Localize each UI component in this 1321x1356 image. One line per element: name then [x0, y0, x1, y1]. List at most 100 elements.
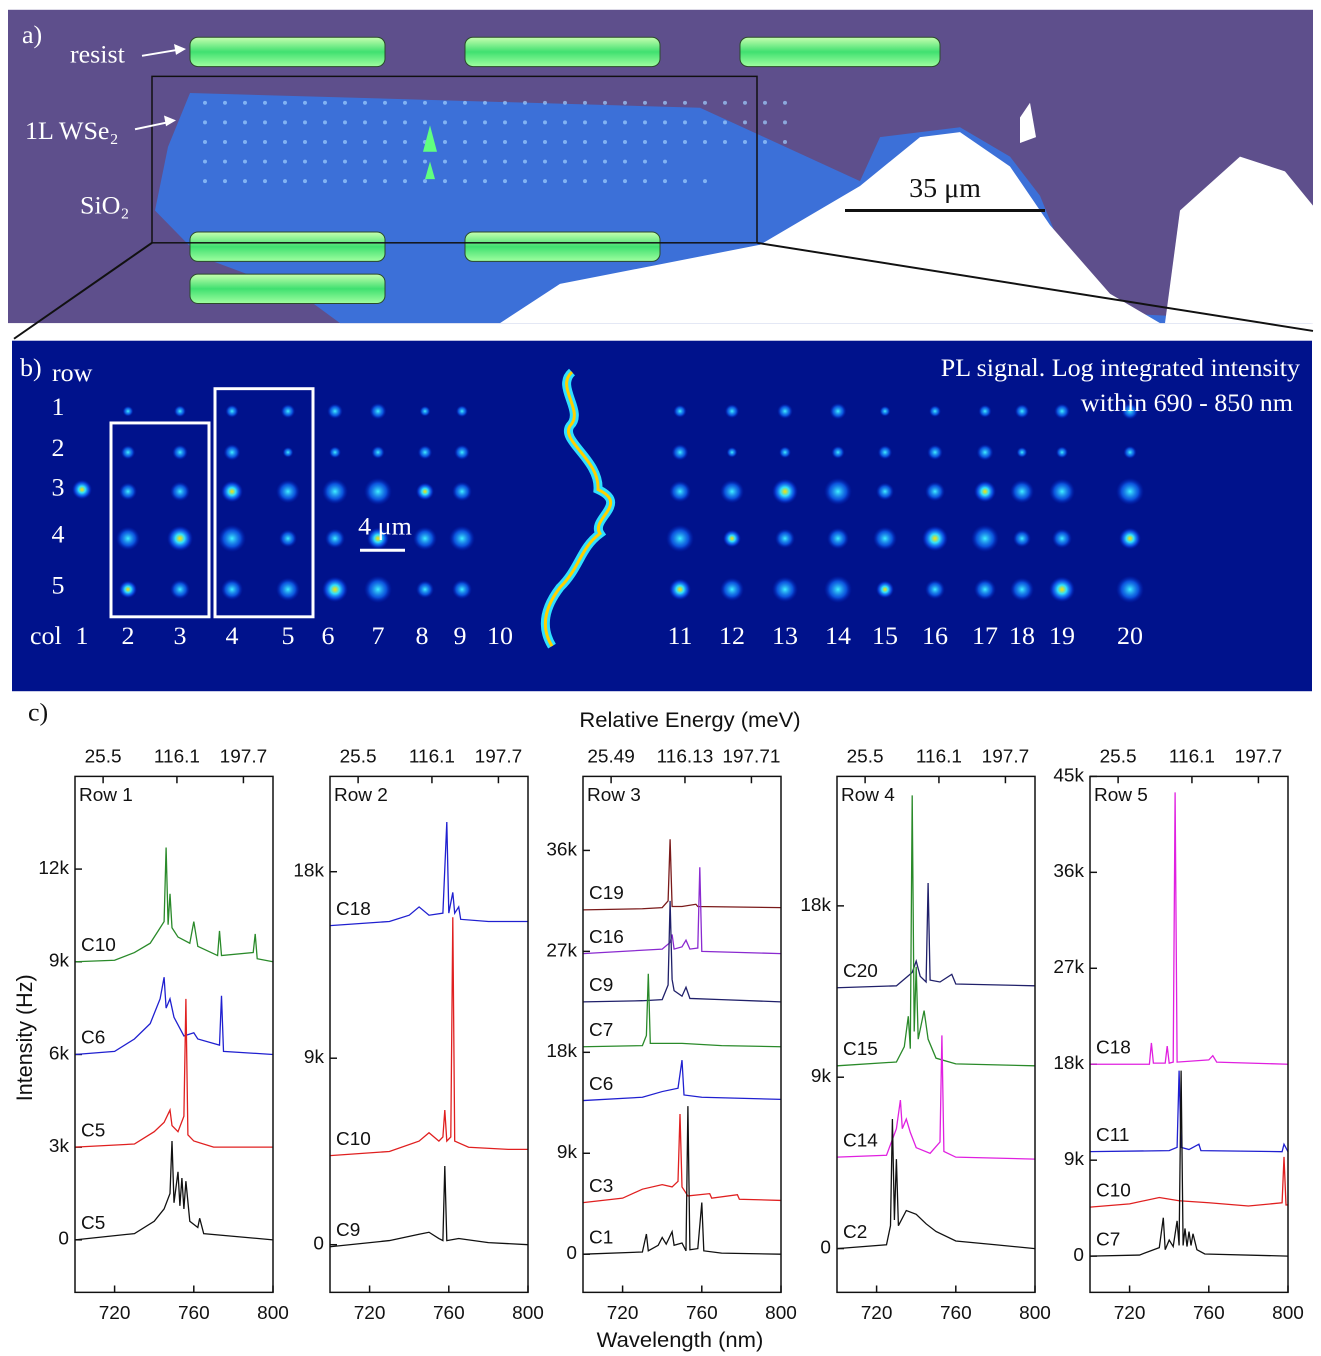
- pl-spot: [221, 579, 243, 601]
- pillar: [723, 101, 727, 105]
- y-tick-label: 9k: [1064, 1148, 1085, 1169]
- pl-spot: [1049, 479, 1075, 504]
- pillar: [503, 120, 507, 124]
- pillar: [503, 140, 507, 144]
- pillar: [583, 179, 587, 183]
- x-tick-label: 800: [765, 1302, 797, 1323]
- row-label: 1: [52, 392, 65, 421]
- pl-spot: [772, 577, 798, 602]
- pl-spot: [929, 405, 941, 417]
- pillar: [563, 179, 567, 183]
- panel-a: a) resist 1L WSe₂ SiO₂ 35 μm: [8, 10, 1313, 339]
- pillar: [543, 179, 547, 183]
- pillar: [563, 160, 567, 164]
- pl-spot: [116, 527, 140, 550]
- resist-pad: [465, 232, 660, 261]
- pillar: [263, 179, 267, 183]
- pillar: [263, 160, 267, 164]
- x-tick-label: 800: [1019, 1302, 1051, 1323]
- pillar: [323, 101, 327, 105]
- pillar: [663, 140, 667, 144]
- series-label: C5: [81, 1120, 105, 1141]
- pillar: [223, 140, 227, 144]
- pillar: [403, 120, 407, 124]
- x-tick-label: 720: [607, 1302, 639, 1323]
- y-tick-label: 9k: [557, 1141, 578, 1162]
- pillar: [523, 120, 527, 124]
- pl-spot: [1054, 404, 1070, 419]
- pillar: [343, 140, 347, 144]
- pillar: [243, 120, 247, 124]
- pillar: [583, 140, 587, 144]
- x-tick-label: 800: [257, 1302, 289, 1323]
- series-label: C9: [589, 974, 613, 995]
- y-tick-label: 0: [566, 1242, 577, 1263]
- x2-tick-label: 197.7: [1235, 746, 1283, 767]
- pillar: [523, 101, 527, 105]
- pl-spot: [452, 482, 472, 502]
- pillar: [383, 140, 387, 144]
- pl-spot: [329, 446, 341, 458]
- series-label: C1: [589, 1227, 613, 1248]
- x2-tick-label: 116.1: [1169, 746, 1215, 767]
- x2-tick-label: 197.71: [722, 746, 780, 767]
- series-label: C6: [589, 1073, 613, 1094]
- panel-c: c) Relative Energy (meV) Intensity (Hz) …: [12, 698, 1304, 1352]
- pl-spot: [416, 581, 434, 599]
- pl-spot: [666, 525, 694, 552]
- pl-spot: [720, 578, 744, 601]
- x-tick-label: 720: [354, 1302, 386, 1323]
- pillar: [603, 160, 607, 164]
- y-tick-label: 6k: [49, 1043, 70, 1064]
- pillar: [563, 140, 567, 144]
- pillar: [703, 101, 707, 105]
- pl-spot: [418, 445, 432, 459]
- col-label: 13: [772, 621, 798, 650]
- series-label: C10: [1096, 1180, 1131, 1201]
- caption: within 690 - 850 nm: [1081, 388, 1293, 417]
- pl-spot: [454, 445, 470, 460]
- pl-spot: [1013, 530, 1031, 548]
- spectrum: [837, 795, 1035, 1065]
- pillar: [723, 120, 727, 124]
- pl-spot: [225, 405, 238, 418]
- pillar: [643, 101, 647, 105]
- x2-tick-label: 25.5: [340, 746, 377, 767]
- pillar: [583, 101, 587, 105]
- series-label: C10: [81, 934, 116, 955]
- col-title: col: [30, 621, 62, 650]
- pillar: [383, 120, 387, 124]
- pl-spot: [167, 526, 193, 551]
- y-tick-label: 18k: [293, 860, 324, 881]
- pl-spot: [672, 444, 689, 460]
- pillar: [323, 160, 327, 164]
- scale-label: 35 μm: [909, 172, 981, 203]
- panel-label: c): [28, 698, 48, 727]
- series-label: C10: [336, 1128, 371, 1149]
- pillar: [623, 140, 627, 144]
- pl-spot: [880, 406, 891, 417]
- pl-spot: [669, 481, 691, 503]
- pl-spot: [121, 445, 135, 459]
- pillar: [483, 120, 487, 124]
- y-tick-label: 9k: [811, 1065, 832, 1086]
- pl-spot: [276, 578, 300, 601]
- y-axis-title: Intensity (Hz): [12, 974, 37, 1101]
- pl-spot: [123, 406, 134, 417]
- pillar: [223, 101, 227, 105]
- pillar: [423, 101, 427, 105]
- pl-spot: [720, 480, 744, 503]
- pillar: [263, 120, 267, 124]
- pillar: [463, 101, 467, 105]
- pl-spot: [873, 527, 897, 550]
- pl-spot: [370, 403, 387, 419]
- pillar: [683, 101, 687, 105]
- pillar: [523, 140, 527, 144]
- pl-spot: [1049, 577, 1075, 602]
- pillar: [283, 101, 287, 105]
- pl-spot: [72, 480, 92, 500]
- plot-frame: [1090, 776, 1288, 1292]
- pillar: [243, 160, 247, 164]
- pillar: [663, 120, 667, 124]
- pl-spot: [725, 404, 739, 418]
